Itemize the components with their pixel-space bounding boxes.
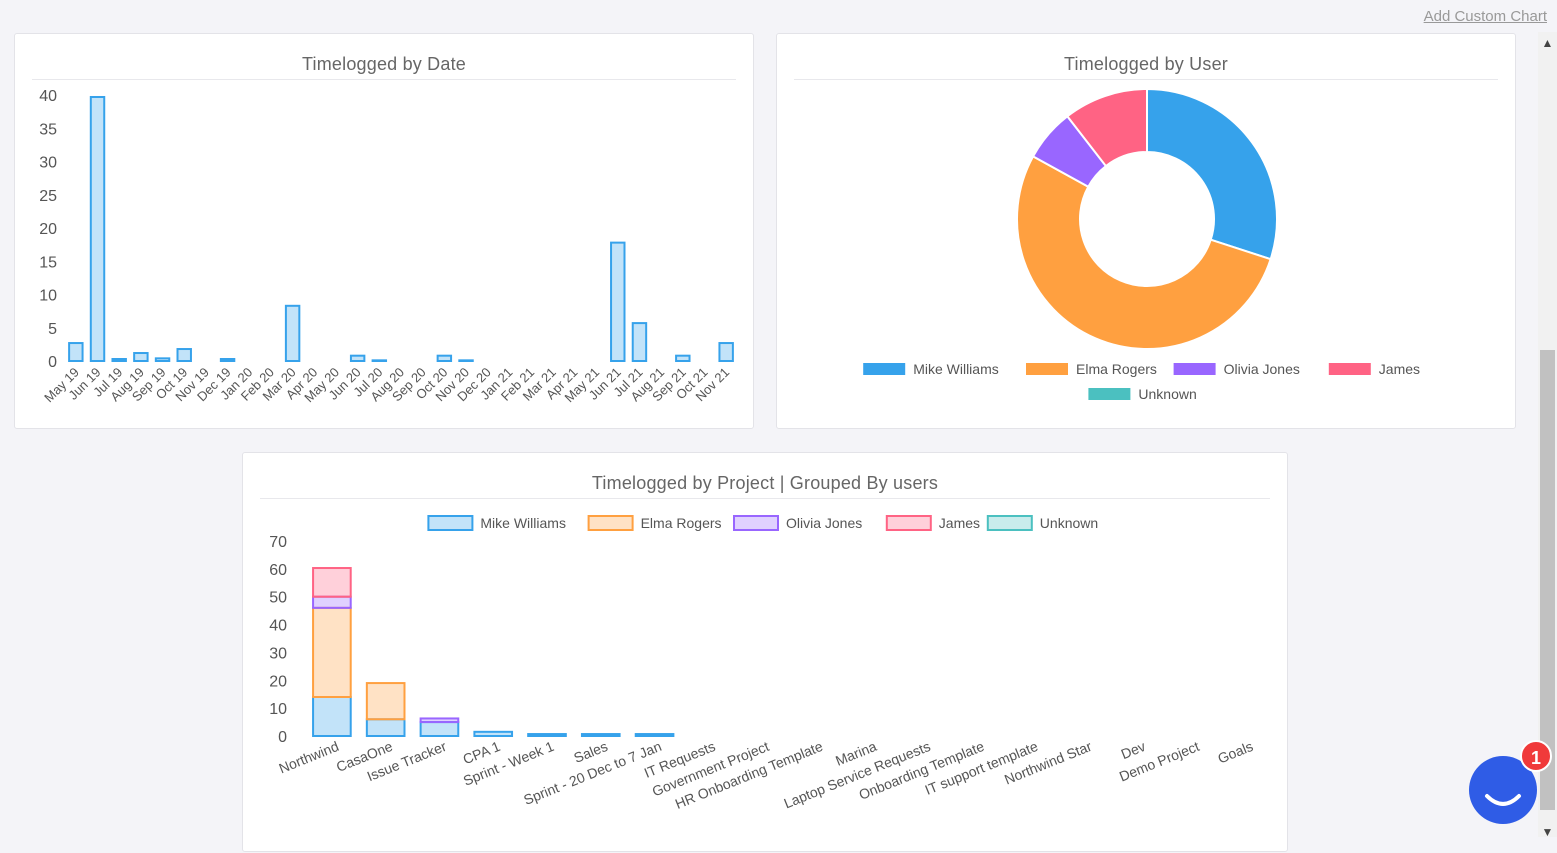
add-custom-chart-link[interactable]: Add Custom Chart	[1423, 8, 1547, 25]
date-bar-mar-20	[284, 304, 301, 362]
timelogged-by-project-chart: 0 10 20 30 40 50 60 70 Mike Williams Elma Rogers O…	[269, 515, 1255, 812]
legend-swatch	[587, 515, 634, 531]
legend-label: James	[939, 515, 980, 531]
date-bar-jun-20	[349, 354, 366, 362]
page-scrollbar[interactable]: ▲ ▼	[1538, 32, 1557, 839]
date-bar-nov-21	[718, 342, 734, 363]
project-bar-sales-mike-williams	[580, 733, 621, 737]
project-bar-issue-tracker-mike-williams	[419, 721, 460, 738]
y-tick-label: 30	[39, 155, 57, 172]
y-tick-label: 15	[39, 254, 57, 271]
project-bar-issue-tracker-olivia-jones	[419, 717, 460, 724]
date-bar-nov-20	[458, 359, 474, 362]
project-bar-northwind-james	[312, 567, 352, 598]
legend-swatch	[1173, 363, 1216, 375]
card-title-project: Timelogged by Project | Grouped By users	[260, 473, 1270, 499]
legend-swatch	[986, 515, 1033, 531]
date-bar-sep-19	[154, 357, 171, 362]
timelogged-by-date-card: Timelogged by Date 0 5 10 15 20 25 30 35 40 May 1…	[14, 33, 754, 429]
card-title-user: Timelogged by User	[794, 54, 1498, 80]
y-tick-label: 10	[269, 701, 287, 718]
date-bar-dec-19	[219, 358, 236, 363]
date-bar-oct-20	[436, 354, 453, 362]
slice-elma-rogers	[1016, 155, 1272, 350]
legend-swatch	[1328, 363, 1371, 375]
y-tick-label: 20	[269, 673, 287, 690]
scroll-thumb[interactable]	[1540, 350, 1555, 810]
y-tick-label: 5	[48, 321, 57, 338]
legend-swatch	[1088, 388, 1131, 400]
legend-swatch	[733, 515, 779, 531]
legend-swatch	[885, 515, 932, 531]
slice-james	[1065, 87, 1148, 168]
project-bar-sprint-20-dec-to-7-jan-mike-williams	[634, 733, 675, 737]
y-tick-label: 70	[269, 534, 287, 551]
date-bar-jun-21	[610, 241, 626, 363]
y-tick-label: 35	[39, 121, 57, 138]
scroll-up-icon[interactable]: ▲	[1541, 36, 1554, 50]
legend-label: Elma Rogers	[641, 515, 722, 531]
legend-label: James	[1379, 361, 1420, 377]
y-tick-label: 25	[39, 188, 57, 205]
chat-notification-badge: 1	[1520, 740, 1552, 772]
y-tick-label: 10	[39, 288, 57, 305]
date-bar-jul-19	[111, 358, 127, 363]
legend-label: Olivia Jones	[786, 515, 862, 531]
project-bar-cpa-1-mike-williams	[473, 730, 514, 738]
date-bar-jun-19	[89, 95, 106, 363]
y-tick-label: 60	[269, 562, 287, 579]
y-tick-label: 0	[48, 354, 57, 371]
project-bar-casaone-elma-rogers	[365, 682, 406, 721]
legend-label: Mike Williams	[913, 361, 999, 377]
legend-label: Mike Williams	[480, 515, 566, 531]
project-bar-northwind-elma-rogers	[312, 606, 352, 699]
timelogged-by-user-chart: Mike Williams Elma Rogers Olivia Jones Jame…	[863, 87, 1420, 402]
date-bar-oct-19	[176, 348, 192, 362]
card-title-date: Timelogged by Date	[32, 54, 736, 80]
y-tick-label: 40	[269, 618, 287, 635]
legend-label: Elma Rogers	[1076, 361, 1157, 377]
legend-label: Unknown	[1040, 515, 1098, 531]
legend-label: Unknown	[1138, 386, 1196, 402]
date-bar-jul-20	[371, 359, 388, 362]
timelogged-by-user-card: Timelogged by User Mike Williams Elma Rog…	[776, 33, 1516, 429]
slice-mike-williams	[1146, 87, 1278, 261]
project-bar-northwind-olivia-jones	[312, 595, 352, 609]
date-bar-sep-21	[675, 354, 691, 362]
date-bar-aug-19	[133, 352, 149, 362]
legend-label: Olivia Jones	[1224, 361, 1300, 377]
project-bar-northwind-mike-williams	[312, 696, 352, 737]
timelogged-by-project-card: Timelogged by Project | Grouped By users…	[242, 452, 1288, 852]
project-bar-casaone-mike-williams	[365, 718, 406, 737]
date-bar-may-19	[68, 342, 84, 363]
x-tick-label: Goals	[1215, 738, 1255, 767]
y-tick-label: 20	[39, 221, 57, 238]
y-tick-label: 50	[269, 590, 287, 607]
date-bar-jul-21	[631, 322, 648, 362]
scroll-down-icon[interactable]: ▼	[1541, 825, 1554, 839]
legend-swatch	[1026, 363, 1068, 375]
legend-swatch	[427, 515, 474, 531]
y-tick-label: 40	[39, 88, 57, 105]
chat-smile-icon	[1485, 794, 1521, 806]
legend-swatch	[863, 363, 906, 375]
y-tick-label: 30	[269, 645, 287, 662]
y-tick-label: 0	[278, 729, 287, 746]
project-bar-sprint-week-1-mike-williams	[527, 733, 567, 737]
